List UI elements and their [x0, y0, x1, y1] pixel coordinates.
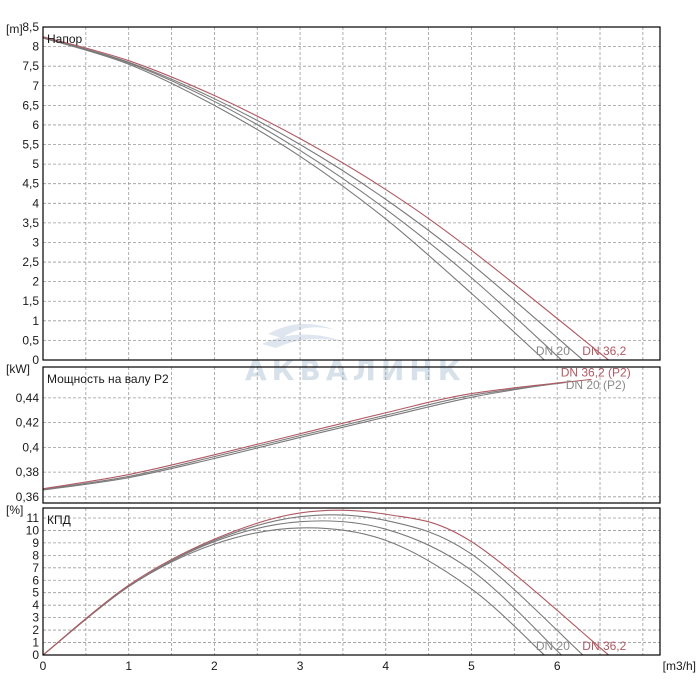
y-tick-label: 9 [32, 536, 39, 550]
y-tick-label: 6 [32, 573, 39, 587]
curve-label: DN 20 [536, 344, 570, 358]
y-tick-label: 0,44 [16, 391, 40, 405]
y-tick-label: 1 [32, 636, 39, 650]
x-tick-label: 3 [297, 659, 304, 673]
curve-label: DN 36,2 [582, 344, 626, 358]
y-axis-unit: [m] [6, 22, 23, 36]
series-line [42, 378, 592, 490]
series-line [42, 383, 549, 491]
watermark-text: АКВАЛИНК [245, 354, 466, 387]
y-tick-label: 5 [32, 157, 39, 171]
y-tick-label: 5 [32, 586, 39, 600]
x-tick-label: 4 [382, 659, 389, 673]
panel-title: КПД [47, 513, 71, 527]
y-tick-label: 0 [32, 648, 39, 662]
plot-frame [42, 26, 661, 361]
series-line [42, 381, 566, 490]
y-tick-label: 11 [27, 511, 40, 525]
y-tick-label: 0,38 [16, 465, 40, 479]
y-tick-label: 7,5 [22, 59, 39, 73]
y-tick-label: 2 [32, 275, 39, 289]
y-tick-label: 2 [32, 623, 39, 637]
y-tick-label: 1,5 [22, 294, 39, 308]
panel-title: Мощность на валу P2 [47, 372, 169, 386]
y-tick-label: 0,42 [16, 416, 40, 430]
x-tick-label: 2 [211, 659, 218, 673]
watermark: АКВАЛИНК [245, 323, 466, 387]
y-tick-label: 0,36 [16, 490, 40, 504]
y-axis-unit: [kW] [6, 362, 30, 376]
plot-frame [42, 507, 661, 656]
series-line [42, 36, 584, 361]
plot-frame [42, 366, 661, 504]
curve-label: DN 20 [536, 639, 570, 653]
y-tick-label: 0 [32, 353, 39, 367]
y-tick-label: 7 [32, 79, 39, 93]
y-tick-label: 10 [26, 523, 40, 537]
series-line [42, 37, 545, 361]
y-tick-label: 4,5 [22, 177, 39, 191]
y-tick-label: 3 [32, 611, 39, 625]
curve-label: DN 36,2 [582, 639, 626, 653]
y-tick-label: 4 [32, 196, 39, 210]
y-tick-label: 3 [32, 235, 39, 249]
y-tick-label: 8,5 [22, 20, 39, 34]
y-tick-label: 6,5 [22, 98, 39, 112]
x-axis-unit: [m3/h] [663, 659, 696, 673]
y-tick-label: 0,5 [22, 333, 39, 347]
series-line [42, 527, 545, 656]
curve-label: DN 20 (P2) [566, 378, 626, 392]
y-tick-label: 6 [32, 118, 39, 132]
curve-label: DN 36,2 (P2) [561, 366, 631, 380]
series-line [42, 514, 584, 656]
panel-title: Напор [47, 32, 83, 46]
y-tick-label: 8 [32, 40, 39, 54]
series-line [42, 520, 562, 656]
series-line [42, 509, 609, 656]
y-tick-label: 7 [32, 561, 39, 575]
y-axis-unit: [%] [6, 503, 23, 517]
y-tick-label: 2,5 [22, 255, 39, 269]
x-tick-label: 5 [468, 659, 475, 673]
y-tick-label: 5,5 [22, 138, 39, 152]
series-line [42, 37, 562, 361]
chart-panel-2: 0,36 0,38 0,4 0,42 0,44 DN 36,2 (P2)DN 20 (P2… [6, 362, 661, 504]
x-tick-label: 1 [125, 659, 132, 673]
y-tick-label: 1 [32, 314, 39, 328]
watermark-wave-icon [262, 323, 345, 348]
y-tick-label: 4 [32, 598, 39, 612]
y-tick-label: 3,5 [22, 216, 39, 230]
y-tick-label: 8 [32, 548, 39, 562]
x-tick-label: 6 [554, 659, 561, 673]
y-tick-label: 0,4 [22, 440, 39, 454]
chart-panel-1: 0 0,5 1 1,5 2 2,5 3 3,5 4 4,5 5 5,5 6 6,5 7 7,5 8 8,5 DN 2… [6, 20, 661, 367]
x-tick-label: 0 [40, 659, 47, 673]
series-line [42, 36, 609, 361]
